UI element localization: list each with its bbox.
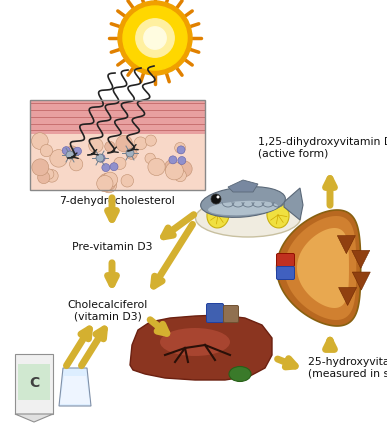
Polygon shape: [277, 210, 361, 326]
Circle shape: [114, 157, 126, 169]
Circle shape: [145, 135, 156, 146]
Polygon shape: [284, 216, 356, 320]
Text: 7-dehydrocholesterol: 7-dehydrocholesterol: [59, 196, 175, 206]
Text: 1,25-dihydroxyvitamin D3
(active form): 1,25-dihydroxyvitamin D3 (active form): [258, 137, 387, 159]
Ellipse shape: [229, 366, 251, 381]
Circle shape: [103, 172, 118, 187]
Circle shape: [97, 175, 113, 192]
Circle shape: [144, 27, 166, 49]
Circle shape: [126, 148, 137, 159]
Circle shape: [66, 146, 78, 158]
Polygon shape: [228, 180, 258, 192]
Text: Cholecalciferol
(vitamin D3): Cholecalciferol (vitamin D3): [68, 300, 148, 322]
Circle shape: [165, 162, 183, 180]
Text: 25-hydroxyvitamin D3
(measured in serum): 25-hydroxyvitamin D3 (measured in serum): [308, 357, 387, 379]
Circle shape: [118, 1, 192, 75]
FancyBboxPatch shape: [276, 253, 295, 266]
Polygon shape: [15, 414, 53, 422]
Circle shape: [96, 154, 104, 162]
Circle shape: [70, 158, 83, 171]
Circle shape: [105, 142, 115, 152]
Circle shape: [102, 164, 110, 171]
Circle shape: [165, 160, 177, 172]
Circle shape: [97, 154, 105, 162]
Circle shape: [32, 133, 48, 149]
Circle shape: [101, 177, 117, 193]
FancyBboxPatch shape: [224, 306, 238, 323]
Polygon shape: [297, 228, 349, 308]
Circle shape: [50, 150, 67, 167]
Circle shape: [136, 19, 174, 57]
Ellipse shape: [208, 201, 278, 215]
Circle shape: [148, 158, 165, 175]
Circle shape: [98, 173, 116, 191]
Circle shape: [126, 149, 134, 157]
Circle shape: [121, 174, 134, 187]
Polygon shape: [337, 236, 355, 254]
FancyBboxPatch shape: [15, 354, 53, 414]
Circle shape: [43, 169, 54, 179]
Circle shape: [40, 145, 53, 157]
Text: C: C: [29, 376, 39, 390]
Circle shape: [134, 137, 147, 150]
Circle shape: [145, 153, 156, 164]
Polygon shape: [352, 250, 370, 268]
Circle shape: [116, 135, 132, 152]
Polygon shape: [60, 376, 90, 404]
Circle shape: [177, 146, 185, 154]
FancyBboxPatch shape: [30, 100, 205, 134]
Ellipse shape: [207, 202, 229, 228]
Circle shape: [89, 138, 103, 153]
Polygon shape: [339, 288, 356, 305]
Polygon shape: [130, 315, 272, 380]
Polygon shape: [352, 272, 370, 290]
Circle shape: [46, 170, 58, 182]
Text: Pre-vitamin D3: Pre-vitamin D3: [72, 242, 152, 252]
Circle shape: [169, 156, 177, 164]
Ellipse shape: [200, 187, 285, 217]
Ellipse shape: [195, 199, 300, 237]
Circle shape: [38, 171, 50, 184]
Circle shape: [66, 151, 74, 159]
Circle shape: [178, 156, 186, 165]
Circle shape: [211, 194, 221, 204]
FancyBboxPatch shape: [18, 364, 50, 400]
FancyBboxPatch shape: [276, 266, 295, 279]
Polygon shape: [284, 188, 303, 220]
Ellipse shape: [160, 328, 230, 356]
FancyBboxPatch shape: [30, 134, 205, 190]
Circle shape: [176, 161, 192, 177]
FancyBboxPatch shape: [207, 304, 224, 323]
Circle shape: [175, 142, 185, 153]
Circle shape: [174, 170, 186, 182]
Circle shape: [62, 147, 70, 155]
Circle shape: [123, 6, 187, 70]
Polygon shape: [59, 368, 91, 406]
Ellipse shape: [267, 202, 289, 228]
Circle shape: [32, 159, 49, 176]
Circle shape: [216, 196, 219, 198]
Circle shape: [110, 163, 118, 171]
Circle shape: [74, 147, 82, 155]
